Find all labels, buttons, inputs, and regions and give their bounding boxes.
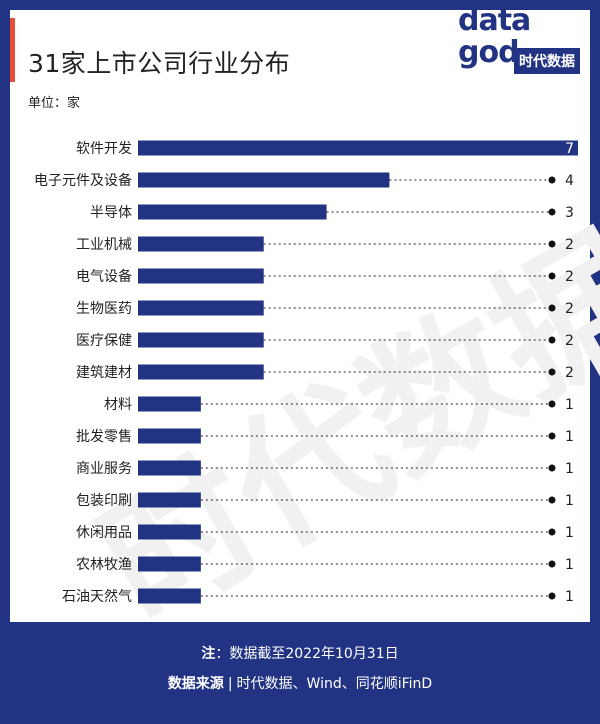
chart-card: 时代数据 (10, 10, 600, 656)
category-label: 包装印刷 (76, 493, 132, 509)
footer-note-text: ：数据截至2022年10月31日 (215, 646, 399, 662)
value-label: 1 (565, 557, 574, 573)
bar (138, 556, 201, 572)
category-label: 商业服务 (76, 461, 132, 477)
value-label: 1 (565, 525, 574, 541)
page-title: 31家上市公司行业分布 (28, 49, 291, 78)
leader-dot (548, 592, 556, 600)
brand-logo: data god 时代数据 (458, 4, 594, 80)
bar (138, 364, 264, 380)
footer-source-text: 时代数据、Wind、同花顺iFinD (236, 676, 433, 692)
bar (138, 268, 264, 284)
leader-dot (548, 528, 556, 536)
bar (138, 396, 201, 412)
bar (138, 172, 390, 188)
value-label: 2 (565, 301, 574, 317)
footer-source-separator: | (227, 676, 233, 692)
bar (138, 428, 201, 444)
category-label: 材料 (104, 397, 132, 413)
bar (138, 460, 201, 476)
bar (138, 524, 201, 540)
title-accent-bar (10, 18, 15, 82)
value-label: 2 (565, 365, 574, 381)
category-label: 电子元件及设备 (34, 172, 132, 189)
category-label: 农林牧渔 (76, 557, 132, 573)
value-label: 2 (565, 269, 574, 285)
bar (138, 332, 264, 348)
category-label: 工业机械 (76, 237, 132, 253)
leader-dot (548, 304, 556, 312)
logo-badge: 时代数据 (514, 48, 580, 74)
bar (138, 140, 578, 156)
category-label: 建筑建材 (76, 365, 132, 381)
category-label: 批发零售 (76, 429, 132, 445)
value-label: 3 (565, 205, 574, 221)
value-label: 1 (565, 493, 574, 509)
unit-label: 单位：家 (28, 96, 81, 111)
category-label: 软件开发 (76, 141, 132, 157)
footer-note-label: 注 (201, 646, 216, 662)
bar (138, 588, 201, 604)
leader-dot (548, 208, 556, 216)
category-label: 半导体 (90, 205, 132, 221)
value-label: 1 (565, 397, 574, 413)
leader-dot (548, 272, 556, 280)
value-label: 7 (565, 141, 574, 157)
leader-dot (548, 560, 556, 568)
bar (138, 300, 264, 316)
footer-note: 注：数据截至2022年10月31日 (0, 643, 600, 663)
category-label: 休闲用品 (76, 525, 132, 541)
footer-source: 数据来源 | 时代数据、Wind、同花顺iFinD (0, 673, 600, 693)
leader-dot (548, 336, 556, 344)
leader-dot (548, 432, 556, 440)
value-label: 4 (565, 173, 574, 189)
value-label: 2 (565, 237, 574, 253)
leader-dot (548, 464, 556, 472)
bar (138, 492, 201, 508)
value-label: 1 (565, 429, 574, 445)
bar (138, 204, 327, 220)
leader-dot (548, 368, 556, 376)
category-label: 石油天然气 (62, 588, 132, 605)
leader-dot (548, 240, 556, 248)
logo-line2: god (458, 35, 520, 70)
category-label: 电气设备 (76, 268, 132, 285)
value-label: 1 (565, 461, 574, 477)
category-label: 生物医药 (76, 301, 132, 317)
leader-dot (548, 176, 556, 184)
leader-dot (548, 496, 556, 504)
value-label: 1 (565, 589, 574, 605)
logo-line1: data (458, 3, 531, 38)
value-label: 2 (565, 333, 574, 349)
leader-dot (548, 400, 556, 408)
footer-source-label: 数据来源 (167, 676, 224, 692)
bar (138, 236, 264, 252)
category-label: 医疗保健 (76, 333, 132, 349)
